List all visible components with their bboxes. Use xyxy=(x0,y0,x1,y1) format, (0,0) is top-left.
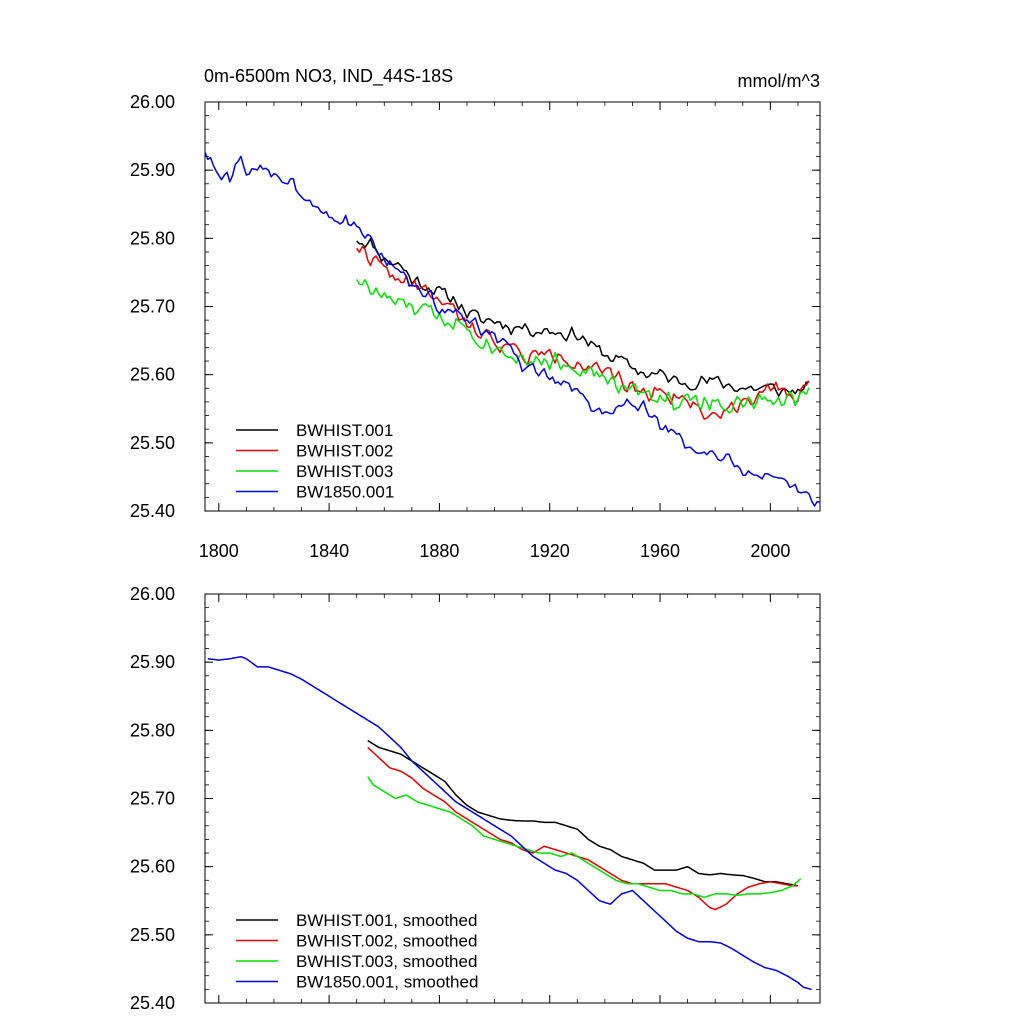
y-tick-label: 25.90 xyxy=(130,652,175,672)
y-tick-label: 25.40 xyxy=(130,993,175,1013)
y-tick-label: 25.70 xyxy=(130,297,175,317)
top-series-layer xyxy=(204,152,821,507)
legend-label: BWHIST.001 xyxy=(296,421,393,440)
bottom-series-layer xyxy=(207,655,812,991)
series-line-bw1850-001 xyxy=(204,152,821,507)
y-tick-label: 25.60 xyxy=(130,365,175,385)
x-tick-label: 1800 xyxy=(199,541,239,561)
y-tick-label: 25.60 xyxy=(130,857,175,877)
y-tick-label: 26.00 xyxy=(130,584,175,604)
top-panel: 25.40 25.50 25.60 25.70 25.80 25.90 26.00 1800 1… xyxy=(130,92,821,561)
x-tick-label: 1920 xyxy=(530,541,570,561)
legend-label: BWHIST.003 xyxy=(296,462,393,481)
y-tick-label: 25.70 xyxy=(130,789,175,809)
y-tick-label: 26.00 xyxy=(130,92,175,112)
bottom-legend: BWHIST.001, smoothed BWHIST.002, smoothed… xyxy=(236,911,478,992)
legend-label: BWHIST.002 xyxy=(296,442,393,461)
legend-label: BWHIST.001, smoothed xyxy=(296,911,477,930)
legend-label: BW1850.001 xyxy=(296,483,394,502)
series-line-bwhist-001 xyxy=(367,739,799,887)
x-tick-label: 1840 xyxy=(309,541,349,561)
x-tick-label: 2000 xyxy=(750,541,790,561)
y-tick-label: 25.40 xyxy=(130,501,175,521)
legend-label: BWHIST.003, smoothed xyxy=(296,952,477,971)
legend-label: BWHIST.002, smoothed xyxy=(296,932,477,951)
y-tick-label: 25.50 xyxy=(130,925,175,945)
y-tick-label: 25.90 xyxy=(130,160,175,180)
x-tick-label: 1960 xyxy=(640,541,680,561)
y-tick-label: 25.80 xyxy=(130,228,175,248)
units-label: mmol/m^3 xyxy=(738,71,820,91)
y-tick-label: 25.80 xyxy=(130,720,175,740)
bottom-axis-ticks: 25.40 25.50 25.60 25.70 25.80 25.90 26.00 xyxy=(130,584,820,1013)
series-line-bwhist-003 xyxy=(367,776,802,899)
series-line-bw1850-001 xyxy=(207,655,812,991)
series-line-bwhist-003 xyxy=(356,278,810,414)
bottom-panel: 25.40 25.50 25.60 25.70 25.80 25.90 26.00 BWHI… xyxy=(130,584,821,1013)
chart-title: 0m-6500m NO3, IND_44S-18S xyxy=(204,66,453,87)
series-line-bwhist-002 xyxy=(367,746,798,911)
y-tick-label: 25.50 xyxy=(130,433,175,453)
x-tick-label: 1880 xyxy=(419,541,459,561)
top-axis-ticks: 25.40 25.50 25.60 25.70 25.80 25.90 26.00 1800 1… xyxy=(130,92,820,561)
legend-label: BW1850.001, smoothed xyxy=(296,973,478,992)
